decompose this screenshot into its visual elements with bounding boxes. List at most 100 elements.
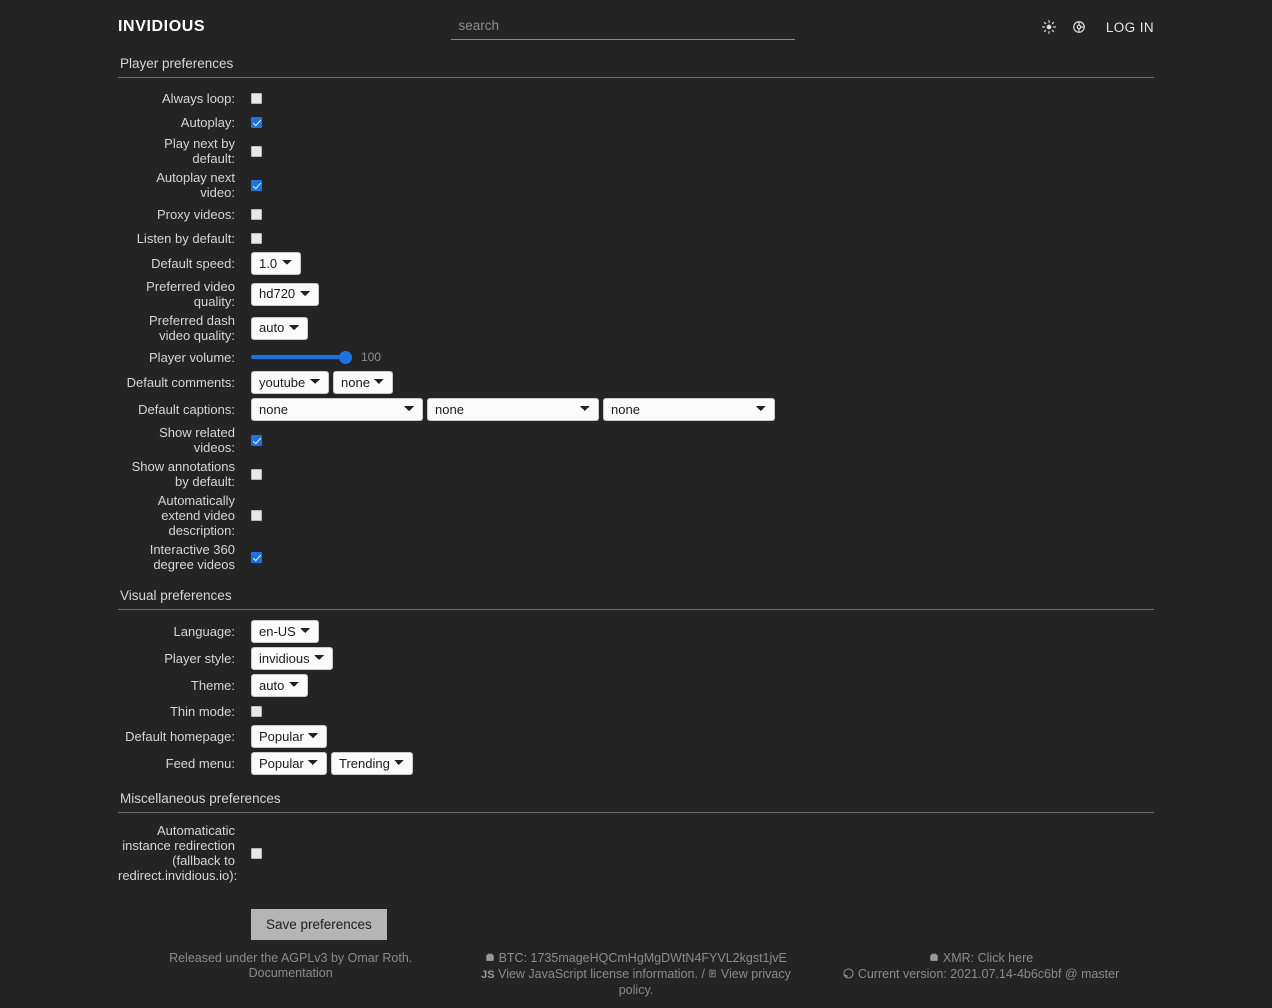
pref-row-theme: Theme: auto (118, 674, 1154, 697)
github-icon (843, 968, 854, 983)
select-default-comments-2[interactable]: none (333, 371, 393, 394)
version-link[interactable]: Current version: 2021.07.14-4b6c6bf @ ma… (857, 967, 1120, 981)
pref-row-player-style: Player style: invidious (118, 647, 1154, 670)
pref-label-always-loop: Always loop: (162, 90, 235, 106)
select-default-captions-3[interactable]: none (603, 398, 775, 421)
pref-row-player-volume: Player volume: 100 (118, 347, 1154, 367)
footer-left: Released under the AGPLv3 by Omar Roth. … (118, 951, 463, 998)
select-player-style[interactable]: invidious (251, 647, 333, 670)
brand-logo[interactable]: INVIDIOUS (118, 18, 206, 35)
checkbox-automatic-instance-redirection[interactable] (251, 847, 262, 859)
pref-field-thin-mode (251, 705, 262, 717)
pref-field-automatically-extend-video-description (251, 510, 262, 521)
checkbox-listen-by-default[interactable] (251, 232, 262, 244)
checkbox-automatically-extend-video-description[interactable] (251, 510, 262, 521)
select-feed-menu-1[interactable]: Popular (251, 752, 327, 775)
pref-field-interactive-360-degree-videos (251, 551, 262, 563)
documentation-link[interactable]: Documentation (248, 966, 333, 980)
pref-row-preferred-dash-video-quality: Preferred dash video quality: auto (118, 313, 1154, 343)
btc-link[interactable]: BTC: 1735mageHQCmHgMgDWtN4FYVL2kgst1jvE (498, 951, 787, 965)
pref-label-show-annotations-by-default: Show annotations by default: (131, 459, 235, 489)
login-link[interactable]: LOG IN (1105, 19, 1154, 35)
pref-label-feed-menu: Feed menu: (165, 756, 235, 771)
select-preferred-dash-video-quality[interactable]: auto (251, 316, 308, 340)
pref-label-default-captions: Default captions: (138, 402, 235, 417)
select-default-homepage[interactable]: Popular (251, 725, 327, 748)
monero-icon (929, 952, 939, 967)
checkbox-autoplay-next-video[interactable] (251, 179, 262, 191)
pref-field-proxy-videos (251, 208, 262, 220)
save-row: Save preferences (118, 909, 1154, 940)
section-heading-misc: Miscellaneous preferences (118, 789, 1154, 813)
player-preferences-rows: Always loop: Autoplay: Play next by defaul… (118, 88, 1154, 572)
privacy-policy-link[interactable]: View privacy policy. (618, 967, 791, 997)
pref-row-default-speed: Default speed: 1.0 (118, 252, 1154, 275)
footer: Released under the AGPLv3 by Omar Roth. … (0, 951, 1272, 998)
checkbox-interactive-360-degree-videos[interactable] (251, 551, 262, 563)
checkbox-thin-mode[interactable] (251, 705, 262, 717)
slider-player-volume[interactable] (251, 350, 352, 364)
save-spacer (118, 909, 251, 940)
pref-label-player-volume: Player volume: (149, 349, 235, 365)
select-feed-menu-2[interactable]: Trending (331, 752, 413, 775)
pref-label-play-next-by-default: Play next by default: (164, 136, 235, 166)
checkbox-always-loop[interactable] (251, 92, 262, 104)
select-default-captions-2[interactable]: none (427, 398, 599, 421)
select-theme[interactable]: auto (251, 674, 308, 697)
select-preferred-video-quality[interactable]: hd720 (251, 282, 319, 306)
slider-track (251, 355, 351, 359)
pref-field-default-comments: youtube none (251, 371, 393, 394)
javascript-license-link[interactable]: View JavaScript license information. (498, 967, 698, 981)
pref-field-language: en-US (251, 620, 319, 643)
pref-label-preferred-video-quality: Preferred video quality: (146, 279, 235, 309)
pref-row-automatically-extend-video-description: Automatically extend video description: (118, 493, 1154, 538)
pref-label-interactive-360-degree-videos: Interactive 360 degree videos (149, 542, 235, 572)
pref-label-autoplay: Autoplay: (180, 114, 235, 130)
pref-row-autoplay: Autoplay: (118, 112, 1154, 132)
pref-field-autoplay (251, 116, 262, 128)
footer-center: BTC: 1735mageHQCmHgMgDWtN4FYVL2kgst1jvE … (463, 951, 808, 998)
search-container (205, 14, 1040, 40)
select-default-speed[interactable]: 1.0 (251, 252, 301, 275)
pref-field-preferred-dash-video-quality: auto (251, 316, 308, 340)
checkbox-show-annotations-by-default[interactable] (251, 468, 262, 480)
visual-preferences-rows: Language: en-US Player style: invidious Them… (118, 620, 1154, 775)
sun-icon[interactable] (1040, 18, 1058, 36)
checkbox-autoplay[interactable] (251, 116, 262, 128)
pref-label-automatic-instance-redirection: Automaticatic instance redirection (fall… (118, 823, 238, 883)
pref-field-player-volume: 100 (251, 350, 381, 364)
pref-row-default-captions: Default captions: none none none (118, 398, 1154, 421)
checkbox-play-next-by-default[interactable] (251, 145, 262, 157)
pref-field-default-speed: 1.0 (251, 252, 301, 275)
select-default-captions-1[interactable]: none (251, 398, 423, 421)
select-default-comments-1[interactable]: youtube (251, 371, 329, 394)
save-preferences-button[interactable]: Save preferences (251, 909, 387, 940)
slider-thumb[interactable] (339, 350, 352, 364)
pref-label-default-speed: Default speed: (151, 256, 235, 271)
search-input[interactable] (450, 14, 795, 40)
document-icon (708, 968, 717, 983)
pref-label-player-style: Player style: (164, 651, 235, 666)
pref-row-thin-mode: Thin mode: (118, 701, 1154, 721)
pref-field-theme: auto (251, 674, 308, 697)
select-language[interactable]: en-US (251, 620, 319, 643)
xmr-link[interactable]: XMR: Click here (942, 951, 1034, 965)
pref-label-autoplay-next-video: Autoplay next video: (156, 170, 235, 200)
checkbox-proxy-videos[interactable] (251, 208, 262, 220)
bitcoin-icon (485, 952, 495, 967)
pref-row-preferred-video-quality: Preferred video quality: hd720 (118, 279, 1154, 309)
pref-field-player-style: invidious (251, 647, 333, 670)
js-badge-icon: JS (481, 969, 495, 981)
pref-row-default-homepage: Default homepage: Popular (118, 725, 1154, 748)
pref-label-language: Language: (173, 624, 235, 639)
pref-label-thin-mode: Thin mode: (169, 703, 235, 719)
pref-row-autoplay-next-video: Autoplay next video: (118, 170, 1154, 200)
pref-row-automatic-instance-redirection: Automaticatic instance redirection (fall… (118, 823, 1154, 883)
pref-row-listen-by-default: Listen by default: (118, 228, 1154, 248)
pref-field-default-captions: none none none (251, 398, 775, 421)
pref-row-default-comments: Default comments: youtube none (118, 371, 1154, 394)
footer-right: XMR: Click here Current version: 2021.07… (809, 951, 1154, 998)
section-heading-player: Player preferences (118, 54, 1154, 78)
checkbox-show-related-videos[interactable] (251, 434, 262, 446)
gear-icon[interactable] (1070, 18, 1088, 36)
